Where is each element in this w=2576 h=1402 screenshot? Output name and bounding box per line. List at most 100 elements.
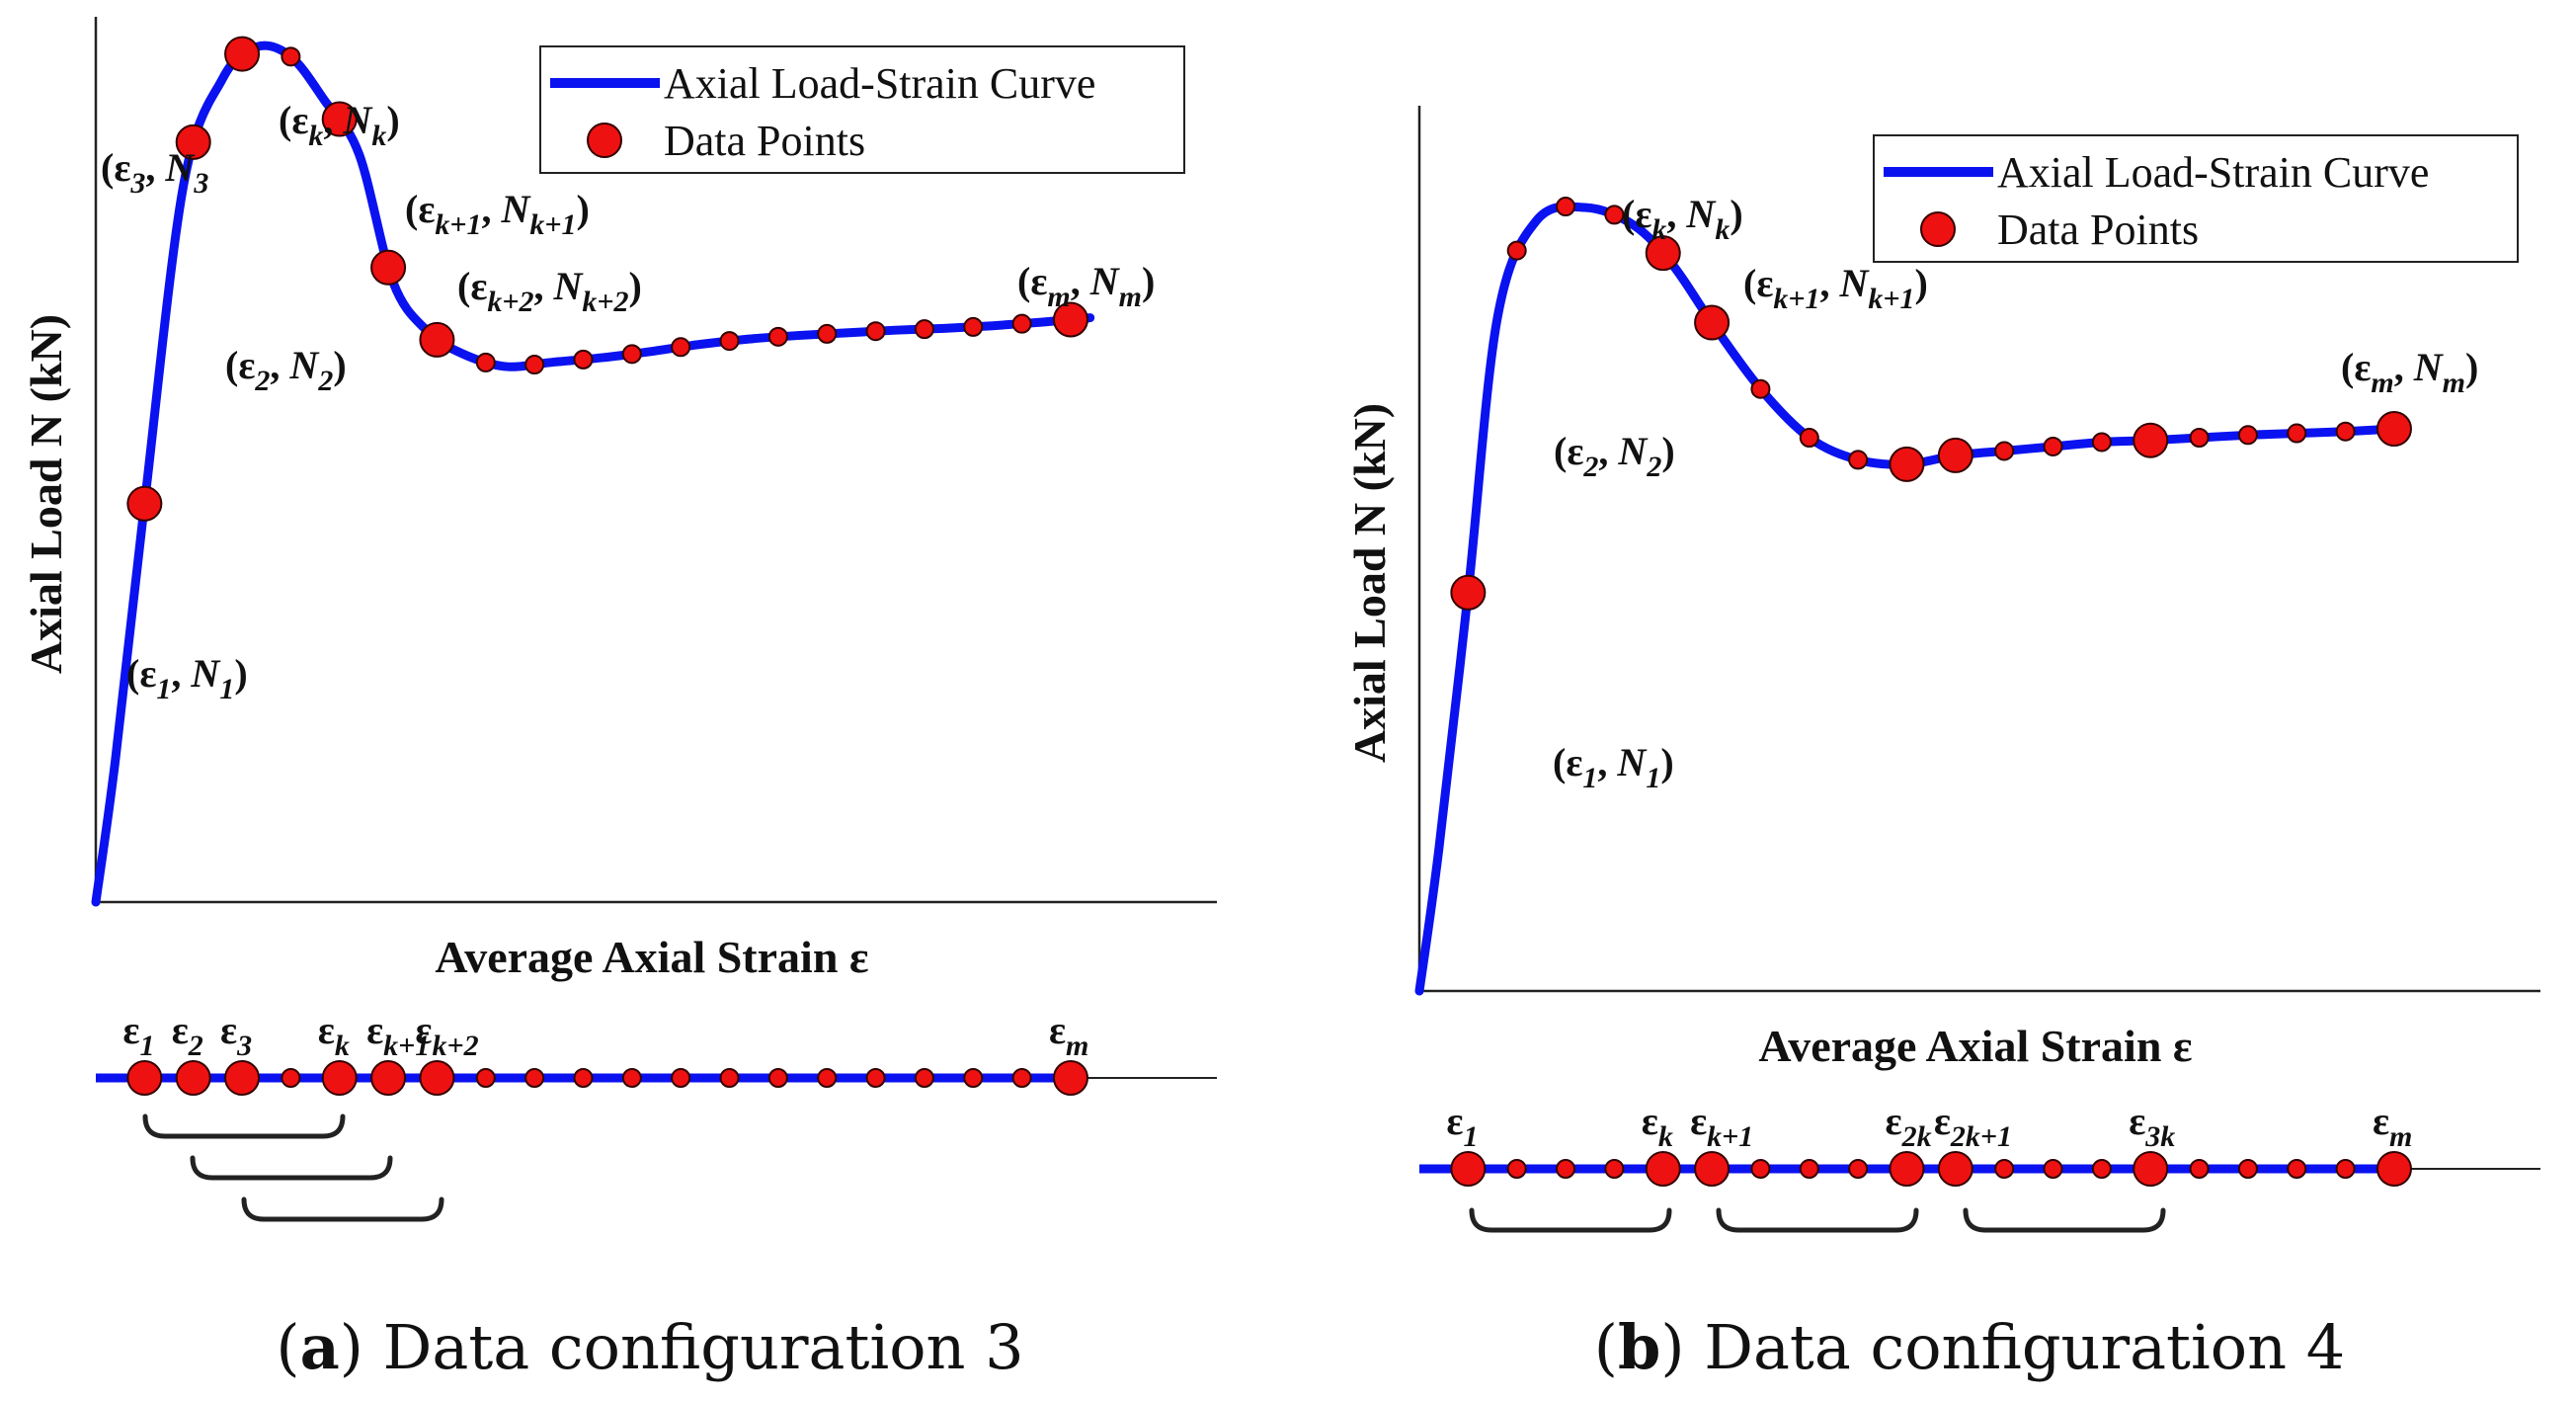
panel-b-strip-point	[1750, 1159, 1771, 1179]
panel-a-data-point	[175, 124, 211, 160]
panel-b-strip-point	[1937, 1151, 1973, 1187]
panel-a-strip: ε1 ε2 ε3 εk εk+1εk+2 εm	[96, 1008, 1217, 1222]
panel-b-caption-letter: b	[1618, 1311, 1660, 1383]
panel-b-data-point	[1694, 304, 1731, 341]
panel-b-strip-label: ε2k+1	[1934, 1099, 2012, 1153]
panel-a-data-point	[963, 316, 984, 337]
panel-a-data-point	[1052, 301, 1088, 338]
panel-b-data-point	[1604, 205, 1625, 225]
panel-a-strip-point	[573, 1068, 594, 1088]
panel-b-data-point	[1506, 240, 1527, 261]
panel-b-data-point	[1750, 378, 1771, 399]
panel-a-curve	[91, 41, 1095, 907]
panel-a-window-bracket	[190, 1155, 393, 1181]
panel-a-data-point	[321, 101, 358, 137]
panel-a-strip-label: εk	[318, 1008, 350, 1062]
panel-b-strip-point	[1506, 1159, 1527, 1179]
panel-b-legend: Axial Load-Strain Curve Data Points	[1873, 134, 2519, 263]
panel-b-data-point	[1645, 235, 1681, 272]
panel-b-strip-point	[1645, 1151, 1681, 1187]
panel-b-data-point	[2375, 411, 2412, 448]
panel-b-strip-label: εk+1	[1690, 1099, 1753, 1153]
panel-b-y-label: Axial Load N (kN)	[1344, 403, 1395, 763]
panel-a-strip-point	[914, 1068, 934, 1088]
panel-b-legend-marker-swatch	[1920, 211, 1956, 247]
panel-b-point-label: (ε1, N1)	[1553, 740, 1674, 794]
panel-a-point-label: (ε2, N2)	[225, 343, 347, 397]
panel-a-strip-point	[621, 1068, 642, 1088]
panel-a-point-label: (εm, Nm)	[1017, 259, 1155, 313]
panel-b-strip-point	[1889, 1151, 1925, 1187]
panel-b-strip-label: εk	[1642, 1099, 1673, 1153]
panel-a-strip-point	[126, 1060, 163, 1096]
panel-b-strip-point	[1604, 1159, 1625, 1179]
panel-b-caption-text: Data configuration 4	[1704, 1311, 2345, 1383]
panel-b-data-point	[1556, 197, 1576, 217]
panel-a-legend: Axial Load-Strain Curve Data Points	[539, 45, 1185, 174]
panel-b-strip-point	[2287, 1159, 2307, 1179]
panel-b-point-label: (ε2, N2)	[1554, 429, 1675, 483]
panel-a-strip-point	[767, 1068, 788, 1088]
panel-b-data-point	[1799, 428, 1819, 448]
panel-b-strip-point	[2375, 1151, 2412, 1187]
panel-b-window-bracket	[1963, 1207, 2166, 1233]
panel-a-strip-point	[321, 1060, 358, 1096]
panel-a-data-point	[865, 321, 886, 342]
panel-a-legend-marker-swatch	[587, 123, 622, 158]
panel-b-legend-points: Data Points	[1997, 206, 2199, 254]
panel-a-data-point	[126, 485, 163, 522]
panel-a-strip-point	[671, 1068, 691, 1088]
panel-b-data-point	[1450, 574, 1487, 611]
panel-a: Axial Load N (kN) Average Axial Strain ε…	[21, 17, 1217, 1383]
panel-a-data-point	[224, 36, 261, 72]
panel-b-data-point	[1994, 441, 2015, 461]
panel-a-strip-point	[1011, 1068, 1032, 1088]
panel-a-data-point	[914, 319, 934, 340]
panel-a-data-point	[475, 352, 496, 372]
panel-a-strip-point	[1052, 1060, 1088, 1096]
panel-b-strip-point	[1994, 1159, 2015, 1179]
panel-b-data-point	[2133, 422, 2169, 458]
panel-a-strip-label: εk+2	[415, 1008, 478, 1062]
panel-b-strip-point	[2189, 1159, 2210, 1179]
panel-b-strip-label: ε3k	[2129, 1099, 2175, 1153]
panel-a-strip-point	[419, 1060, 455, 1096]
panel-a-data-point	[671, 337, 691, 358]
panel-b-strip-point	[1450, 1151, 1487, 1187]
panel-a-strip-point	[719, 1068, 740, 1088]
panel-b-caption: (b) Data configuration 4	[1594, 1311, 2345, 1383]
panel-a-strip-point	[817, 1068, 838, 1088]
panel-a-data-point	[524, 355, 545, 375]
panel-b-curve	[1414, 202, 2399, 996]
panel-b-data-point	[2189, 428, 2210, 448]
panel-b-data-point	[2335, 421, 2356, 442]
panel-b-point-label: (εk+1, Nk+1)	[1743, 261, 1928, 315]
panel-b-strip-point	[1848, 1159, 1869, 1179]
panel-b-strip-point	[1799, 1159, 1819, 1179]
panel-b-x-label: Average Axial Strain ε	[1758, 1021, 2192, 1071]
panel-b-strip-point	[1694, 1151, 1731, 1187]
panel-b-strip-point	[2237, 1159, 2258, 1179]
panel-a-window-bracket	[142, 1113, 346, 1139]
panel-a-data-point	[1011, 313, 1032, 334]
panel-a-point-label: (εk, Nk)	[279, 98, 400, 152]
panel-b-strip-label: ε2k	[1885, 1099, 1931, 1153]
panel-a-strip-point	[865, 1068, 886, 1088]
panel-a-point-label: (εk+1, Nk+1)	[405, 187, 590, 241]
panel-b-window-bracket	[1469, 1207, 1672, 1233]
panel-a-data-point	[281, 46, 301, 67]
panel-b-point-label: (εm, Nm)	[2341, 345, 2478, 399]
panel-a-data-point	[573, 349, 594, 370]
panel-b-legend-curve: Axial Load-Strain Curve	[1997, 148, 2429, 197]
panel-a-plot	[91, 36, 1095, 907]
panel-a-point-label: (εk+2, Nk+2)	[457, 264, 642, 318]
panel-a-strip-point	[224, 1060, 261, 1096]
panel-a-legend-curve: Axial Load-Strain Curve	[664, 59, 1095, 108]
panel-b-data-point	[2091, 432, 2112, 453]
panel-a-data-point	[370, 249, 407, 286]
panel-a-y-label: Axial Load N (kN)	[21, 314, 71, 674]
panel-b-strip-point	[2091, 1159, 2112, 1179]
panel-a-strip-label: εm	[1049, 1008, 1088, 1062]
panel-b-strip-point	[2335, 1159, 2356, 1179]
panel-b-data-point	[1937, 437, 1973, 473]
